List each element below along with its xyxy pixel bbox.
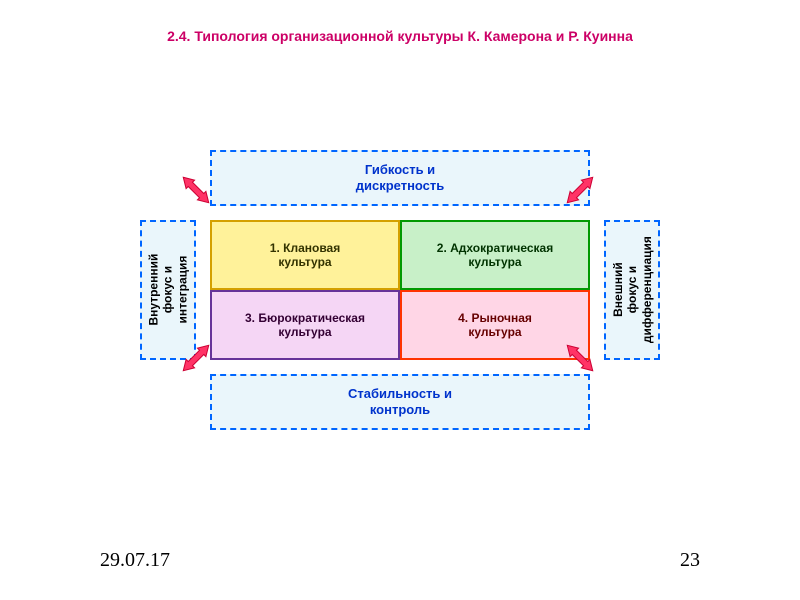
quadrant-label: 4. Рыночнаякультура: [458, 311, 532, 340]
quadrant-label: 1. Клановаякультура: [270, 241, 340, 270]
footer-page-number: 23: [680, 549, 700, 572]
footer-date: 29.07.17: [100, 549, 170, 572]
quadrant-matrix: 1. Клановаякультура 2. Адхократическаяку…: [210, 220, 590, 360]
axis-panel-right: Внешнийфокус идифференциация: [604, 220, 660, 360]
quadrant-label: 3. Бюрократическаякультура: [245, 311, 365, 340]
axis-panel-top: Гибкость идискретность: [210, 150, 590, 206]
axis-label-left: Внутреннийфокус иинтеграция: [146, 254, 189, 326]
quadrant-label: 2. Адхократическаякультура: [437, 241, 553, 270]
quadrant-market: 4. Рыночнаякультура: [400, 290, 590, 360]
page-title: 2.4. Типология организационной культуры …: [0, 28, 800, 44]
axis-panel-left: Внутреннийфокус иинтеграция: [140, 220, 196, 360]
cvf-diagram: Гибкость идискретность Стабильность икон…: [140, 150, 660, 430]
axis-label-bottom: Стабильность иконтроль: [348, 386, 452, 417]
quadrant-bureaucracy: 3. Бюрократическаякультура: [210, 290, 400, 360]
quadrant-clan: 1. Клановаякультура: [210, 220, 400, 290]
axis-label-top: Гибкость идискретность: [356, 162, 445, 193]
axis-label-right: Внешнийфокус идифференциация: [610, 237, 653, 344]
axis-panel-bottom: Стабильность иконтроль: [210, 374, 590, 430]
quadrant-adhocracy: 2. Адхократическаякультура: [400, 220, 590, 290]
